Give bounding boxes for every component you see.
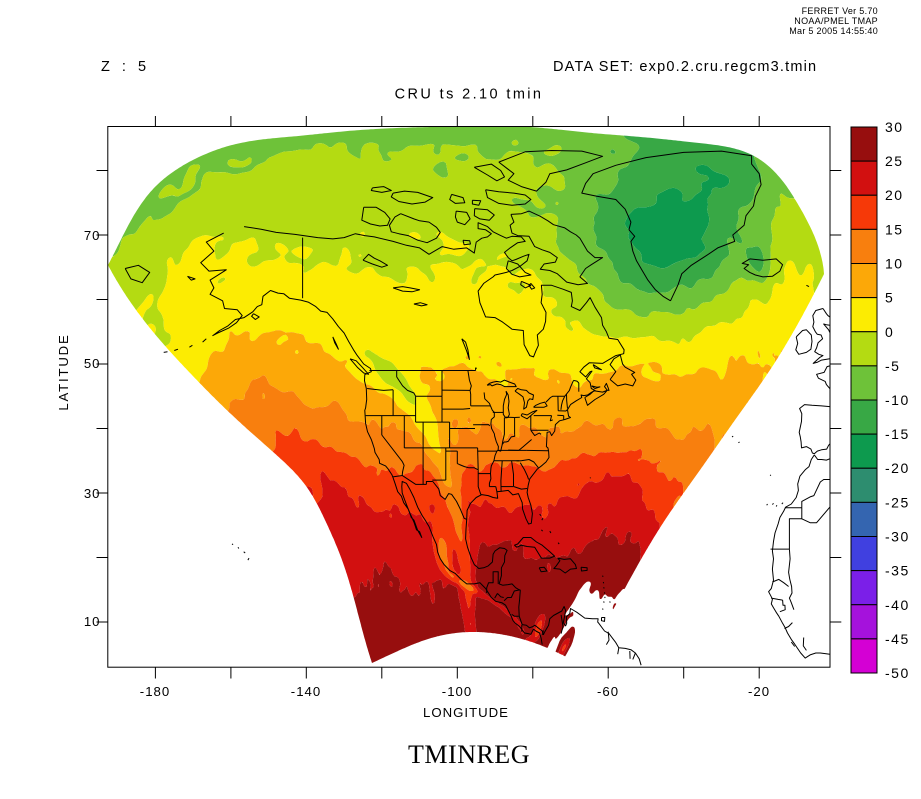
svg-text:15: 15 xyxy=(885,221,904,237)
svg-text:-50: -50 xyxy=(885,665,910,681)
svg-text:-15: -15 xyxy=(885,426,910,442)
svg-text:0: 0 xyxy=(885,324,894,340)
svg-text:Z : 5: Z : 5 xyxy=(101,59,150,75)
svg-text:-25: -25 xyxy=(885,494,910,510)
svg-text:30: 30 xyxy=(84,486,101,501)
svg-text:70: 70 xyxy=(84,228,101,243)
svg-text:-35: -35 xyxy=(885,563,910,579)
svg-text:LONGITUDE: LONGITUDE xyxy=(423,705,509,720)
svg-text:Mar 5 2005 14:55:40: Mar 5 2005 14:55:40 xyxy=(789,26,878,36)
svg-text:-180: -180 xyxy=(140,684,170,699)
svg-text:-100: -100 xyxy=(442,684,472,699)
svg-text:-10: -10 xyxy=(885,392,910,408)
svg-text:LATITUDE: LATITUDE xyxy=(56,333,71,410)
svg-text:NOAA/PMEL TMAP: NOAA/PMEL TMAP xyxy=(794,16,878,26)
svg-text:5: 5 xyxy=(885,290,894,306)
svg-text:-30: -30 xyxy=(885,529,910,545)
svg-text:25: 25 xyxy=(885,153,904,169)
svg-text:-20: -20 xyxy=(885,460,910,476)
svg-text:DATA SET: exp0.2.cru.regcm3.tm: DATA SET: exp0.2.cru.regcm3.tmin xyxy=(553,59,817,75)
svg-text:CRU ts 2.10 tmin: CRU ts 2.10 tmin xyxy=(395,87,544,103)
svg-text:TMINREG: TMINREG xyxy=(408,740,530,769)
svg-text:-140: -140 xyxy=(291,684,321,699)
svg-text:-40: -40 xyxy=(885,597,910,613)
svg-text:-20: -20 xyxy=(748,684,770,699)
svg-text:-60: -60 xyxy=(597,684,619,699)
svg-text:10: 10 xyxy=(84,614,101,629)
svg-text:10: 10 xyxy=(885,256,904,272)
svg-text:FERRET Ver 5.70: FERRET Ver 5.70 xyxy=(802,6,878,16)
svg-text:50: 50 xyxy=(84,356,101,371)
svg-text:-5: -5 xyxy=(885,358,900,374)
svg-text:30: 30 xyxy=(885,119,904,135)
svg-text:20: 20 xyxy=(885,187,904,203)
svg-text:-45: -45 xyxy=(885,631,910,647)
